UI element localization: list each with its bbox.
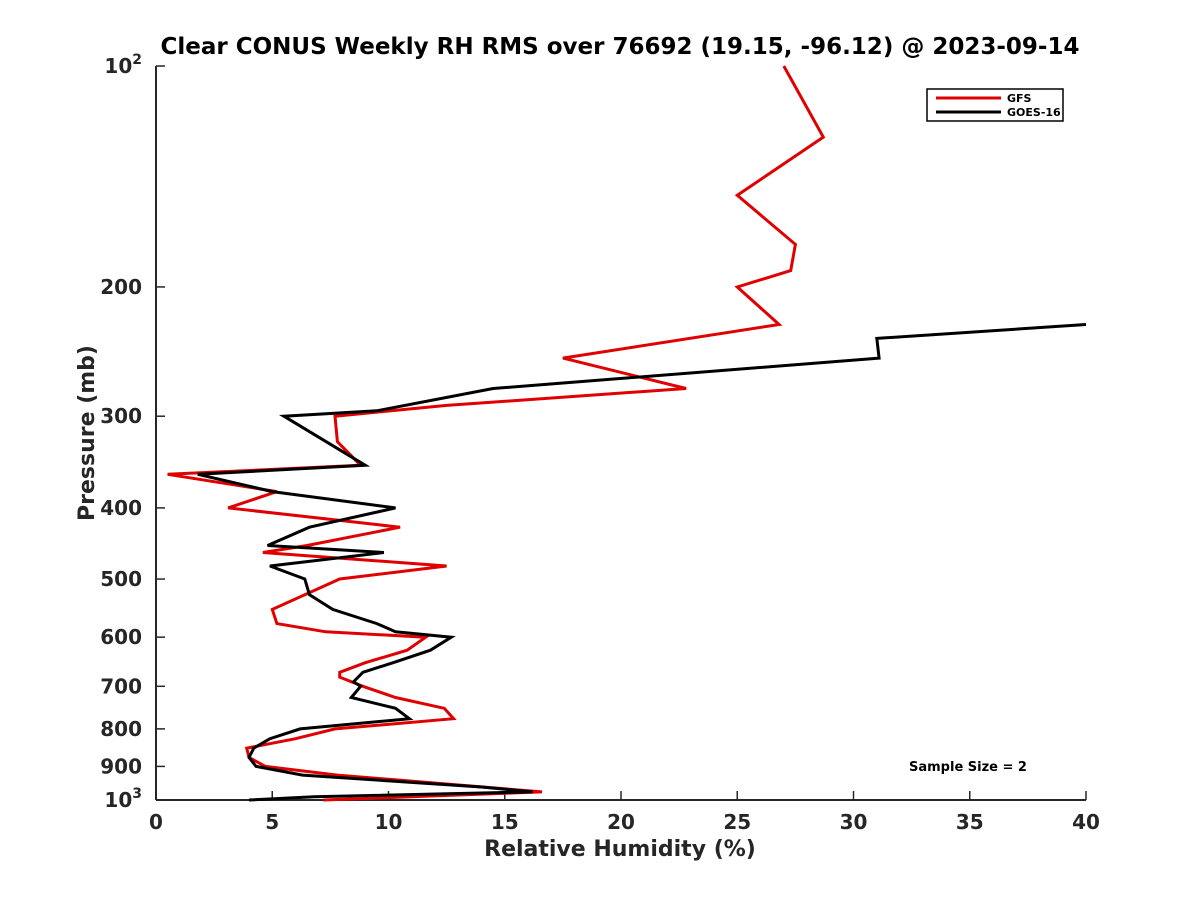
x-tick-label: 0 xyxy=(149,810,163,834)
legend-box xyxy=(926,88,1064,122)
y-tick-label: 800 xyxy=(100,717,142,741)
y-tick-label: 500 xyxy=(100,567,142,591)
y-tick-label-base: 400 xyxy=(100,496,142,520)
y-tick-label: 200 xyxy=(100,275,142,299)
legend-label: GOES-16 xyxy=(1007,106,1061,119)
y-tick-label-exponent: 3 xyxy=(132,786,142,802)
y-tick-label-base: 10 xyxy=(104,788,132,812)
y-tick-label: 600 xyxy=(100,625,142,649)
y-tick-label-base: 10 xyxy=(104,54,132,78)
x-tick-label: 10 xyxy=(375,810,403,834)
y-tick-label-base: 500 xyxy=(100,567,142,591)
x-tick-label: 5 xyxy=(265,810,279,834)
y-tick-label: 102 xyxy=(104,52,142,78)
series-line-gfs xyxy=(167,65,826,802)
y-tick-label-base: 300 xyxy=(100,404,142,428)
sample-size-annotation: Sample Size = 2 xyxy=(909,760,1027,775)
y-tick-label-exponent: 2 xyxy=(132,52,142,68)
x-axis: 0 5 10 15 20 25 30 35 40 xyxy=(149,791,1100,834)
y-tick-label-base: 200 xyxy=(100,275,142,299)
x-tick-label: 30 xyxy=(840,810,868,834)
series-layer xyxy=(167,65,1087,802)
x-axis-label: Relative Humidity (%) xyxy=(484,837,756,862)
y-tick-label-base: 800 xyxy=(100,717,142,741)
x-tick-label: 15 xyxy=(491,810,519,834)
x-tick-label: 35 xyxy=(956,810,984,834)
y-axis-label: Pressure (mb) xyxy=(75,345,100,521)
y-tick-label-base: 600 xyxy=(100,625,142,649)
y-tick-label-base: 700 xyxy=(100,674,142,698)
x-tick-label: 40 xyxy=(1072,810,1100,834)
y-tick-label: 103 xyxy=(104,786,142,812)
y-tick-label: 400 xyxy=(100,496,142,520)
y-tick-label: 900 xyxy=(100,754,142,778)
y-tick-label: 300 xyxy=(100,404,142,428)
x-tick-label: 25 xyxy=(723,810,751,834)
legend-label: GFS xyxy=(1007,92,1032,105)
series-line-goes-16 xyxy=(197,323,1087,802)
y-tick-label-base: 900 xyxy=(100,754,142,778)
x-tick-label: 20 xyxy=(607,810,635,834)
chart-title: Clear CONUS Weekly RH RMS over 76692 (19… xyxy=(161,34,1080,60)
y-tick-label: 700 xyxy=(100,674,142,698)
